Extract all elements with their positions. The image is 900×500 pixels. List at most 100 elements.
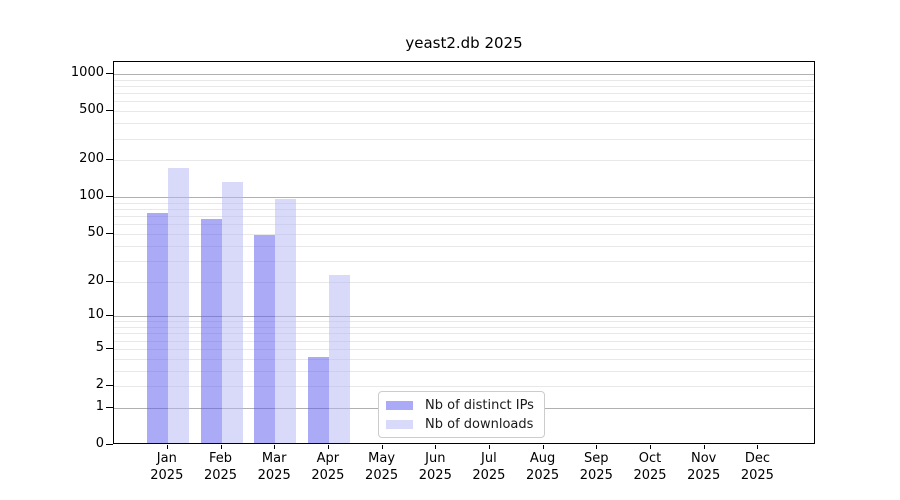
x-tick-label-jul: Jul 2025 xyxy=(457,450,521,484)
major-gridline xyxy=(114,197,814,199)
y-tick-mark xyxy=(106,159,113,161)
legend-swatch-distinct-ips xyxy=(386,400,413,410)
bar-layer xyxy=(114,62,814,443)
legend-label-distinct-ips: Nb of distinct IPs xyxy=(425,397,534,413)
x-tick-month: Jan xyxy=(156,451,177,466)
minor-gridline xyxy=(114,101,814,103)
x-tick-month: May xyxy=(368,451,396,466)
y-tick-label: 100 xyxy=(79,188,104,204)
minor-gridline xyxy=(114,93,814,95)
chart-title: yeast2.db 2025 xyxy=(405,34,523,52)
y-tick-mark xyxy=(106,444,113,445)
x-tick-mark xyxy=(703,445,705,449)
bar-distinct-ips-apr xyxy=(307,356,329,443)
x-tick-year: 2025 xyxy=(311,468,345,483)
x-tick-year: 2025 xyxy=(203,468,238,483)
minor-gridline xyxy=(114,370,814,372)
x-tick-month: Aug xyxy=(529,451,556,466)
y-tick-mark xyxy=(106,315,113,317)
bar-distinct-ips-feb xyxy=(200,218,222,443)
minor-gridline xyxy=(114,340,814,342)
x-tick-label-jun: Jun 2025 xyxy=(403,450,467,484)
legend-label-downloads: Nb of downloads xyxy=(425,416,534,432)
y-tick-label: 200 xyxy=(79,151,104,167)
y-tick-mark xyxy=(106,406,113,408)
minor-gridline xyxy=(114,216,814,218)
minor-gridline xyxy=(114,79,814,81)
minor-gridline xyxy=(114,224,814,226)
x-tick-month: Feb xyxy=(208,451,233,466)
x-tick-label-oct: Oct 2025 xyxy=(618,450,682,484)
minor-gridline xyxy=(114,233,814,235)
x-tick-month: Jun xyxy=(425,451,446,466)
bar-distinct-ips-jan xyxy=(146,212,168,443)
bar-downloads-apr xyxy=(328,274,350,443)
x-tick-label-may: May 2025 xyxy=(350,450,414,484)
y-tick-mark xyxy=(106,232,113,234)
minor-gridline xyxy=(114,333,814,335)
y-tick-label: 20 xyxy=(87,272,104,288)
x-tick-year: 2025 xyxy=(740,468,774,483)
x-tick-mark xyxy=(381,445,383,449)
y-tick-label: 50 xyxy=(87,224,104,240)
x-tick-label-nov: Nov 2025 xyxy=(672,450,736,484)
y-tick-mark xyxy=(106,280,113,282)
major-gridline xyxy=(114,74,814,75)
x-tick-mark xyxy=(596,445,598,449)
minor-gridline xyxy=(114,160,814,162)
x-tick-year: 2025 xyxy=(687,468,721,483)
x-tick-label-dec: Dec 2025 xyxy=(725,450,789,484)
x-tick-mark xyxy=(757,445,759,449)
x-tick-year: 2025 xyxy=(150,468,184,483)
plot-area xyxy=(113,61,815,444)
minor-gridline xyxy=(114,348,814,350)
y-tick-label: 500 xyxy=(79,102,104,118)
bar-downloads-jan xyxy=(167,167,189,443)
x-tick-label-sep: Sep 2025 xyxy=(564,450,628,484)
x-tick-label-jan: Jan 2025 xyxy=(135,450,199,484)
legend-swatch-downloads xyxy=(386,419,413,429)
minor-gridline xyxy=(114,358,814,360)
minor-gridline xyxy=(114,281,814,283)
x-tick-mark xyxy=(650,445,651,449)
x-tick-mark xyxy=(542,445,544,449)
minor-gridline xyxy=(114,386,814,387)
x-tick-year: 2025 xyxy=(633,468,667,483)
minor-gridline xyxy=(114,327,814,328)
y-tick-mark xyxy=(106,385,113,386)
x-tick-mark xyxy=(327,445,329,449)
x-tick-mark xyxy=(220,445,222,449)
x-tick-mark xyxy=(166,445,168,449)
x-tick-month: Nov xyxy=(691,451,717,466)
y-tick-label: 0 xyxy=(95,436,104,451)
minor-gridline xyxy=(114,202,814,204)
minor-gridline xyxy=(114,138,814,140)
grid-layer xyxy=(114,62,814,443)
y-tick-mark xyxy=(106,73,113,74)
y-tick-label: 5 xyxy=(95,339,104,355)
bar-downloads-mar xyxy=(275,199,297,443)
minor-gridline xyxy=(114,85,814,87)
y-tick-mark xyxy=(106,196,113,198)
x-tick-label-feb: Feb 2025 xyxy=(189,450,253,484)
minor-gridline xyxy=(114,123,814,125)
bar-downloads-feb xyxy=(221,182,243,443)
y-tick-label: 1 xyxy=(95,398,104,414)
y-tick-label: 1000 xyxy=(70,65,104,80)
y-tick-mark xyxy=(106,110,113,112)
x-tick-month: Oct xyxy=(638,451,662,466)
x-tick-month: Mar xyxy=(261,451,287,466)
minor-gridline xyxy=(114,260,814,262)
x-tick-month: Sep xyxy=(584,451,609,466)
x-tick-month: Apr xyxy=(316,451,340,466)
x-tick-year: 2025 xyxy=(418,468,452,483)
minor-gridline xyxy=(114,321,814,323)
x-tick-mark xyxy=(435,445,437,449)
minor-gridline xyxy=(114,245,814,247)
x-tick-year: 2025 xyxy=(472,468,506,483)
x-tick-mark xyxy=(488,445,490,449)
y-tick-label: 2 xyxy=(95,377,104,392)
legend-item-distinct-ips: Nb of distinct IPs xyxy=(386,397,534,413)
x-tick-label-aug: Aug 2025 xyxy=(511,450,575,484)
